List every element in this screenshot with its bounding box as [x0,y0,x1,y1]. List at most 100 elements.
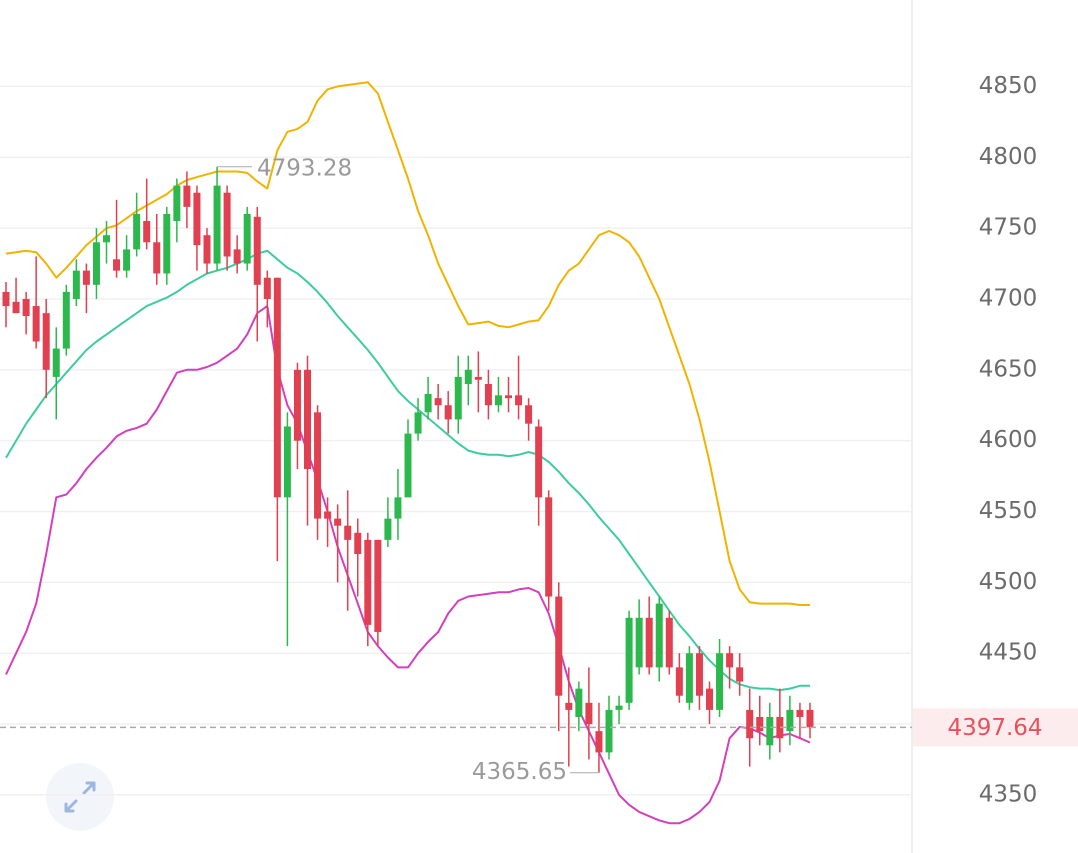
candle-body [173,185,181,222]
candle-body [575,688,583,717]
y-tick-label: 4800 [979,144,1038,170]
candle-body [766,716,774,746]
candle-body [243,213,251,264]
candle-body [62,291,70,349]
candle-body [675,667,683,696]
candle-body [545,497,553,597]
candle-body [555,596,563,696]
y-tick-label: 4450 [979,640,1038,666]
candle-body [293,369,301,441]
candle-body [22,298,30,316]
candle-body [143,221,151,243]
candle-body [424,393,432,413]
min-label: 4365.65 [472,759,567,785]
candle-body [434,398,442,406]
candle-body [595,731,603,753]
candle-body [344,525,352,540]
candle-body [223,192,231,257]
candle-body [535,426,543,498]
candle-body [334,518,342,526]
y-tick-label: 4500 [979,569,1038,595]
candle-body [52,348,60,377]
candle-body [404,433,412,498]
candle-body [283,426,291,498]
candle-body [484,383,492,406]
expand-bg [46,763,114,831]
candle-body [32,306,40,342]
candle-body [565,702,573,710]
candle-body [444,405,452,420]
candle-body [505,395,512,399]
y-tick-label: 4650 [979,356,1038,382]
candle-body [665,617,673,668]
last-price-label: 4397.64 [947,715,1042,741]
candle-body [806,709,814,728]
y-tick-label: 4850 [979,73,1038,99]
candle-body [304,369,311,470]
candle-body [454,376,462,420]
candle-body [525,405,533,424]
candle-body [605,709,613,753]
candle-body [786,709,794,732]
candle-body [615,705,623,710]
candle-body [153,242,161,274]
candle-body [314,412,322,519]
candle-body [726,653,734,668]
candle-body [113,259,121,271]
candle-body [273,277,281,498]
candle-body [655,603,663,668]
candle-body [494,395,502,406]
y-tick-label: 4550 [979,498,1038,524]
candle-body [364,539,372,625]
candle-body [354,532,362,555]
y-tick-label: 4750 [979,215,1038,241]
candle-body [263,277,271,299]
candle-body [685,653,693,703]
candle-body [635,617,643,668]
candle-body [123,249,131,271]
expand-button[interactable] [46,763,114,831]
candle-body [796,709,804,717]
y-tick-label: 4700 [979,285,1038,311]
candle-body [695,653,703,696]
candle-body [736,667,744,682]
y-tick-label: 4350 [979,781,1038,807]
candle-body [394,497,402,519]
candle-body [585,702,593,725]
candle-body [163,213,171,274]
candle-body [756,716,764,732]
candle-body [12,301,20,314]
candle-body [42,313,50,370]
candle-body [324,511,332,519]
candle-body [133,213,141,250]
candle-body [384,518,392,540]
candle-body [2,291,10,307]
candle-body [82,270,90,285]
candle-body [746,709,754,739]
candle-body [193,192,201,246]
candle-body [233,249,241,264]
candle-body [706,688,713,710]
candle-body [72,270,80,299]
band-line [5,305,811,825]
candle-body [414,412,422,434]
last-price-box [913,708,1078,747]
candle-body [103,235,110,243]
candle-body [183,185,191,207]
candle-body [625,617,633,703]
candle-body [645,617,653,668]
max-label: 4793.28 [257,155,352,181]
candle-body [203,235,211,264]
band-line [5,249,810,692]
candle-body [776,716,784,739]
candle-body [213,185,221,264]
candle-body [515,395,523,406]
candle-body [716,653,724,710]
candle-body [253,216,261,285]
candle-body [464,369,472,384]
candle-body [92,242,100,285]
expand-icon [64,781,96,813]
band-line [5,81,810,606]
